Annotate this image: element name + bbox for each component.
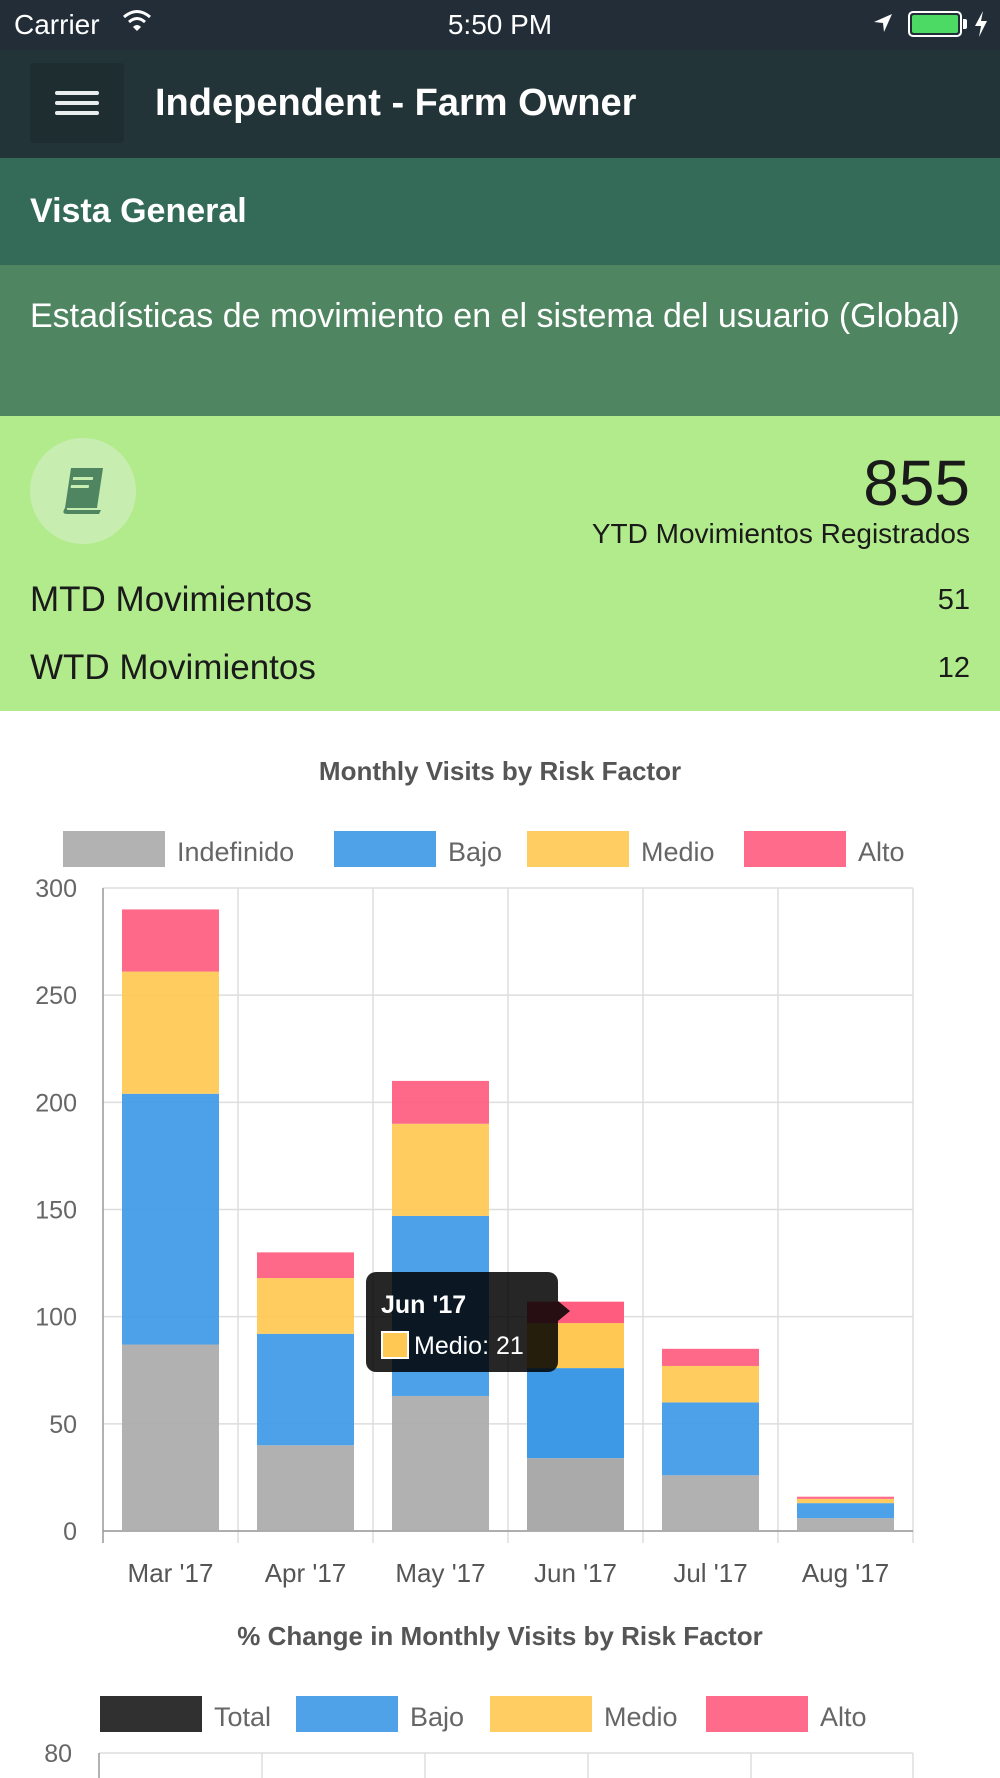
- description-text: Estadísticas de movimiento en el sistema…: [30, 297, 960, 335]
- legend-label[interactable]: Bajo: [410, 1702, 464, 1732]
- menu-line-icon: [55, 101, 99, 105]
- bar-segment[interactable]: [257, 1252, 354, 1279]
- app-bar: Independent - Farm Owner: [0, 50, 1000, 158]
- y-tick-label: 100: [35, 1304, 77, 1332]
- legend-swatch[interactable]: [63, 831, 165, 867]
- legend-label[interactable]: Medio: [641, 837, 715, 867]
- chart1-grid: 0 50 100 150 200 250 300: [35, 875, 914, 1546]
- description-band: Estadísticas de movimiento en el sistema…: [0, 265, 1000, 416]
- y-tick-label: 0: [63, 1518, 77, 1546]
- wtd-label: WTD Movimientos: [30, 648, 316, 687]
- charts-area: Monthly Visits by Risk Factor Indefinido…: [35, 756, 914, 1778]
- x-tick-label: Jul '17: [673, 1558, 747, 1588]
- bar-segment[interactable]: [257, 1445, 354, 1531]
- bar-segment[interactable]: [392, 1123, 489, 1216]
- legend-swatch[interactable]: [744, 831, 846, 867]
- bar-segment[interactable]: [122, 1093, 219, 1345]
- bar-segment[interactable]: [797, 1518, 894, 1531]
- bar-segment[interactable]: [527, 1458, 624, 1531]
- x-tick-label: Mar '17: [128, 1558, 214, 1588]
- legend-label[interactable]: Total: [214, 1702, 271, 1732]
- y-tick-label: 250: [35, 982, 77, 1010]
- x-tick-label: May '17: [395, 1558, 485, 1588]
- charging-bolt-icon: [974, 10, 988, 43]
- status-time: 5:50 PM: [447, 9, 553, 40]
- bar-segment[interactable]: [797, 1498, 894, 1504]
- bar-segment[interactable]: [662, 1402, 759, 1476]
- section-header: Vista General: [0, 158, 1000, 265]
- wifi-icon: [122, 8, 152, 37]
- carrier-label: Carrier: [14, 9, 100, 40]
- location-arrow-icon: [872, 12, 894, 39]
- chart1-x-labels: Mar '17 Apr '17 May '17 Jun '17 Jul '17 Aug '…: [128, 1558, 890, 1588]
- stats-panel: 855 YTD Movimientos Registrados MTD Movi…: [0, 416, 1000, 711]
- x-tick-label: Aug '17: [802, 1558, 889, 1588]
- ytd-value: 855: [863, 447, 970, 519]
- y-tick-label: 150: [35, 1197, 77, 1225]
- book-icon: [30, 438, 136, 544]
- legend-label[interactable]: Medio: [604, 1702, 678, 1732]
- battery-icon: [908, 11, 962, 37]
- x-tick-label: Jun '17: [534, 1558, 617, 1588]
- bar-segment[interactable]: [392, 1080, 489, 1124]
- menu-line-icon: [55, 91, 99, 95]
- ytd-label: YTD Movimientos Registrados: [591, 518, 970, 549]
- y-tick-label: 80: [44, 1740, 72, 1768]
- bar-segment[interactable]: [527, 1368, 624, 1459]
- legend-swatch[interactable]: [296, 1696, 398, 1732]
- bar-segment[interactable]: [122, 1344, 219, 1531]
- wtd-value: 12: [937, 652, 970, 684]
- legend-swatch[interactable]: [100, 1696, 202, 1732]
- legend-swatch[interactable]: [527, 831, 629, 867]
- chart2-axis: 80: [44, 1740, 914, 1778]
- bar-segment[interactable]: [662, 1348, 759, 1366]
- battery-tip: [963, 19, 967, 29]
- bar-segment[interactable]: [257, 1278, 354, 1334]
- bar-segment[interactable]: [797, 1503, 894, 1519]
- chart2-legend: Total Bajo Medio Alto: [100, 1696, 867, 1732]
- legend-label[interactable]: Alto: [820, 1702, 867, 1732]
- bar-segment[interactable]: [257, 1333, 354, 1446]
- y-tick-label: 200: [35, 1089, 77, 1117]
- mtd-value: 51: [937, 584, 970, 616]
- chart1-tooltip: Jun '17 Medio: 21: [366, 1272, 570, 1372]
- tooltip-label: Medio: 21: [414, 1332, 524, 1360]
- menu-line-icon: [55, 111, 99, 115]
- legend-label[interactable]: Bajo: [448, 837, 502, 867]
- section-title: Vista General: [30, 192, 247, 230]
- chart1-legend: Indefinido Bajo Medio Alto: [63, 831, 905, 867]
- status-bar: Carrier 5:50 PM: [0, 0, 1000, 50]
- legend-swatch[interactable]: [334, 831, 436, 867]
- bar-segment[interactable]: [662, 1365, 759, 1403]
- mtd-label: MTD Movimientos: [30, 580, 312, 619]
- chart1-title: Monthly Visits by Risk Factor: [319, 756, 681, 786]
- app-title: Independent - Farm Owner: [155, 82, 637, 124]
- hamburger-menu-button[interactable]: [30, 63, 124, 143]
- tooltip-title: Jun '17: [381, 1291, 466, 1319]
- legend-label[interactable]: Indefinido: [177, 837, 294, 867]
- bar-segment[interactable]: [392, 1395, 489, 1531]
- bar-segment[interactable]: [797, 1496, 894, 1499]
- y-tick-label: 300: [35, 875, 77, 903]
- bar-segment[interactable]: [122, 909, 219, 972]
- bar-segment[interactable]: [122, 971, 219, 1094]
- y-tick-label: 50: [49, 1411, 77, 1439]
- tooltip-swatch: [381, 1331, 409, 1359]
- legend-swatch[interactable]: [490, 1696, 592, 1732]
- legend-label[interactable]: Alto: [858, 837, 905, 867]
- legend-swatch[interactable]: [706, 1696, 808, 1732]
- chart2-title: % Change in Monthly Visits by Risk Facto…: [237, 1621, 762, 1651]
- bar-segment[interactable]: [662, 1475, 759, 1531]
- x-tick-label: Apr '17: [265, 1558, 347, 1588]
